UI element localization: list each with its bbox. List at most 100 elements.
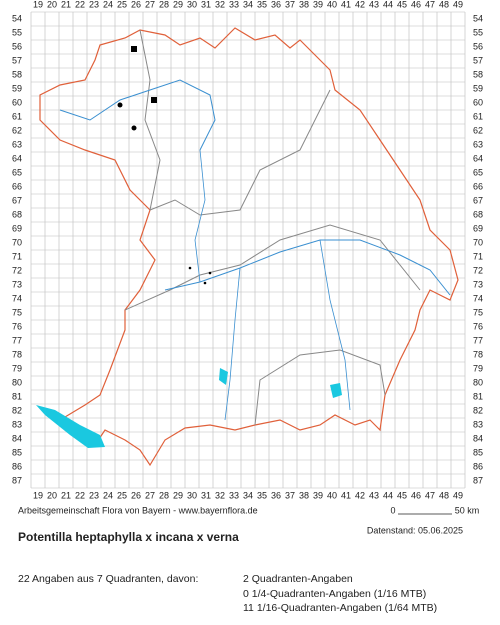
column-label: 45 xyxy=(397,0,407,9)
column-label: 26 xyxy=(131,0,141,9)
column-label: 31 xyxy=(201,0,211,9)
column-label: 29 xyxy=(173,490,183,500)
column-label: 26 xyxy=(131,490,141,500)
row-label: 63 xyxy=(12,139,22,149)
row-label: 81 xyxy=(12,391,22,401)
column-label: 34 xyxy=(243,0,253,9)
column-label: 37 xyxy=(285,490,295,500)
column-label: 39 xyxy=(313,490,323,500)
scale-end: 50 km xyxy=(455,505,480,515)
column-label: 36 xyxy=(271,490,281,500)
column-label: 30 xyxy=(187,490,197,500)
row-label: 78 xyxy=(473,349,483,359)
column-label: 32 xyxy=(215,0,225,9)
column-label: 44 xyxy=(383,0,393,9)
row-label: 75 xyxy=(12,307,22,317)
column-label: 33 xyxy=(229,490,239,500)
column-label: 21 xyxy=(61,0,71,9)
column-label: 23 xyxy=(89,490,99,500)
column-label: 24 xyxy=(103,0,113,9)
species-title: Potentilla heptaphylla x incana x verna xyxy=(18,530,239,544)
column-label: 43 xyxy=(369,490,379,500)
column-label: 22 xyxy=(75,0,85,9)
row-label: 74 xyxy=(473,293,483,303)
row-label: 84 xyxy=(12,433,22,443)
column-label: 19 xyxy=(33,0,43,9)
row-label: 87 xyxy=(473,475,483,485)
column-label: 28 xyxy=(159,0,169,9)
column-label: 20 xyxy=(47,0,57,9)
district-border xyxy=(124,224,421,311)
column-label: 40 xyxy=(327,490,337,500)
row-label: 61 xyxy=(473,111,483,121)
row-label: 83 xyxy=(12,419,22,429)
record-dot xyxy=(131,125,137,131)
column-label: 39 xyxy=(313,0,323,9)
column-label: 49 xyxy=(453,0,463,9)
record-dot xyxy=(188,266,192,270)
row-label: 71 xyxy=(473,251,483,261)
column-label: 33 xyxy=(229,0,239,9)
row-label: 58 xyxy=(473,69,483,79)
river xyxy=(59,79,216,151)
column-label: 41 xyxy=(341,490,351,500)
row-label: 61 xyxy=(12,111,22,121)
column-label: 46 xyxy=(411,490,421,500)
row-label: 80 xyxy=(12,377,22,387)
count-line: 0 1/4-Quadranten-Angaben (1/16 MTB) xyxy=(243,588,426,600)
row-label: 79 xyxy=(473,363,483,373)
row-label: 55 xyxy=(473,27,483,37)
column-label: 42 xyxy=(355,490,365,500)
column-label: 40 xyxy=(327,0,337,9)
date: Datenstand: 05.06.2025 xyxy=(367,525,463,535)
column-label: 31 xyxy=(201,490,211,500)
record-dot xyxy=(208,271,212,275)
column-label: 47 xyxy=(425,0,435,9)
row-label: 62 xyxy=(12,125,22,135)
column-label: 48 xyxy=(439,0,449,9)
row-label: 57 xyxy=(12,55,22,65)
row-label: 85 xyxy=(473,447,483,457)
row-label: 54 xyxy=(12,13,22,23)
row-label: 62 xyxy=(473,125,483,135)
column-label: 48 xyxy=(439,490,449,500)
row-label: 67 xyxy=(473,195,483,205)
column-label: 35 xyxy=(257,0,267,9)
column-label: 44 xyxy=(383,490,393,500)
column-label: 29 xyxy=(173,0,183,9)
row-label: 64 xyxy=(12,153,22,163)
column-label: 38 xyxy=(299,490,309,500)
column-label: 21 xyxy=(61,490,71,500)
row-label: 65 xyxy=(473,167,483,177)
row-label: 77 xyxy=(473,335,483,345)
lake xyxy=(219,368,228,385)
row-label: 84 xyxy=(473,433,483,443)
row-label: 69 xyxy=(12,223,22,233)
column-label: 43 xyxy=(369,0,379,9)
count-line: 11 1/16-Quadranten-Angaben (1/64 MTB) xyxy=(243,602,437,614)
column-label: 42 xyxy=(355,0,365,9)
state-border xyxy=(39,27,459,467)
scale-start: 0 xyxy=(390,505,395,515)
column-label: 36 xyxy=(271,0,281,9)
row-label: 86 xyxy=(473,461,483,471)
row-label: 55 xyxy=(12,27,22,37)
row-label: 65 xyxy=(12,167,22,177)
lake xyxy=(330,383,342,398)
row-label: 59 xyxy=(12,83,22,93)
row-label: 75 xyxy=(473,307,483,317)
row-label: 64 xyxy=(473,153,483,163)
row-label: 79 xyxy=(12,363,22,373)
record-dot xyxy=(117,102,123,108)
row-label: 85 xyxy=(12,447,22,457)
row-label: 66 xyxy=(12,181,22,191)
row-label: 69 xyxy=(473,223,483,233)
column-label: 46 xyxy=(411,0,421,9)
row-label: 86 xyxy=(12,461,22,471)
lake xyxy=(36,405,105,448)
row-label: 56 xyxy=(12,41,22,51)
row-label: 72 xyxy=(473,265,483,275)
record-square xyxy=(151,97,157,103)
row-label: 60 xyxy=(473,97,483,107)
